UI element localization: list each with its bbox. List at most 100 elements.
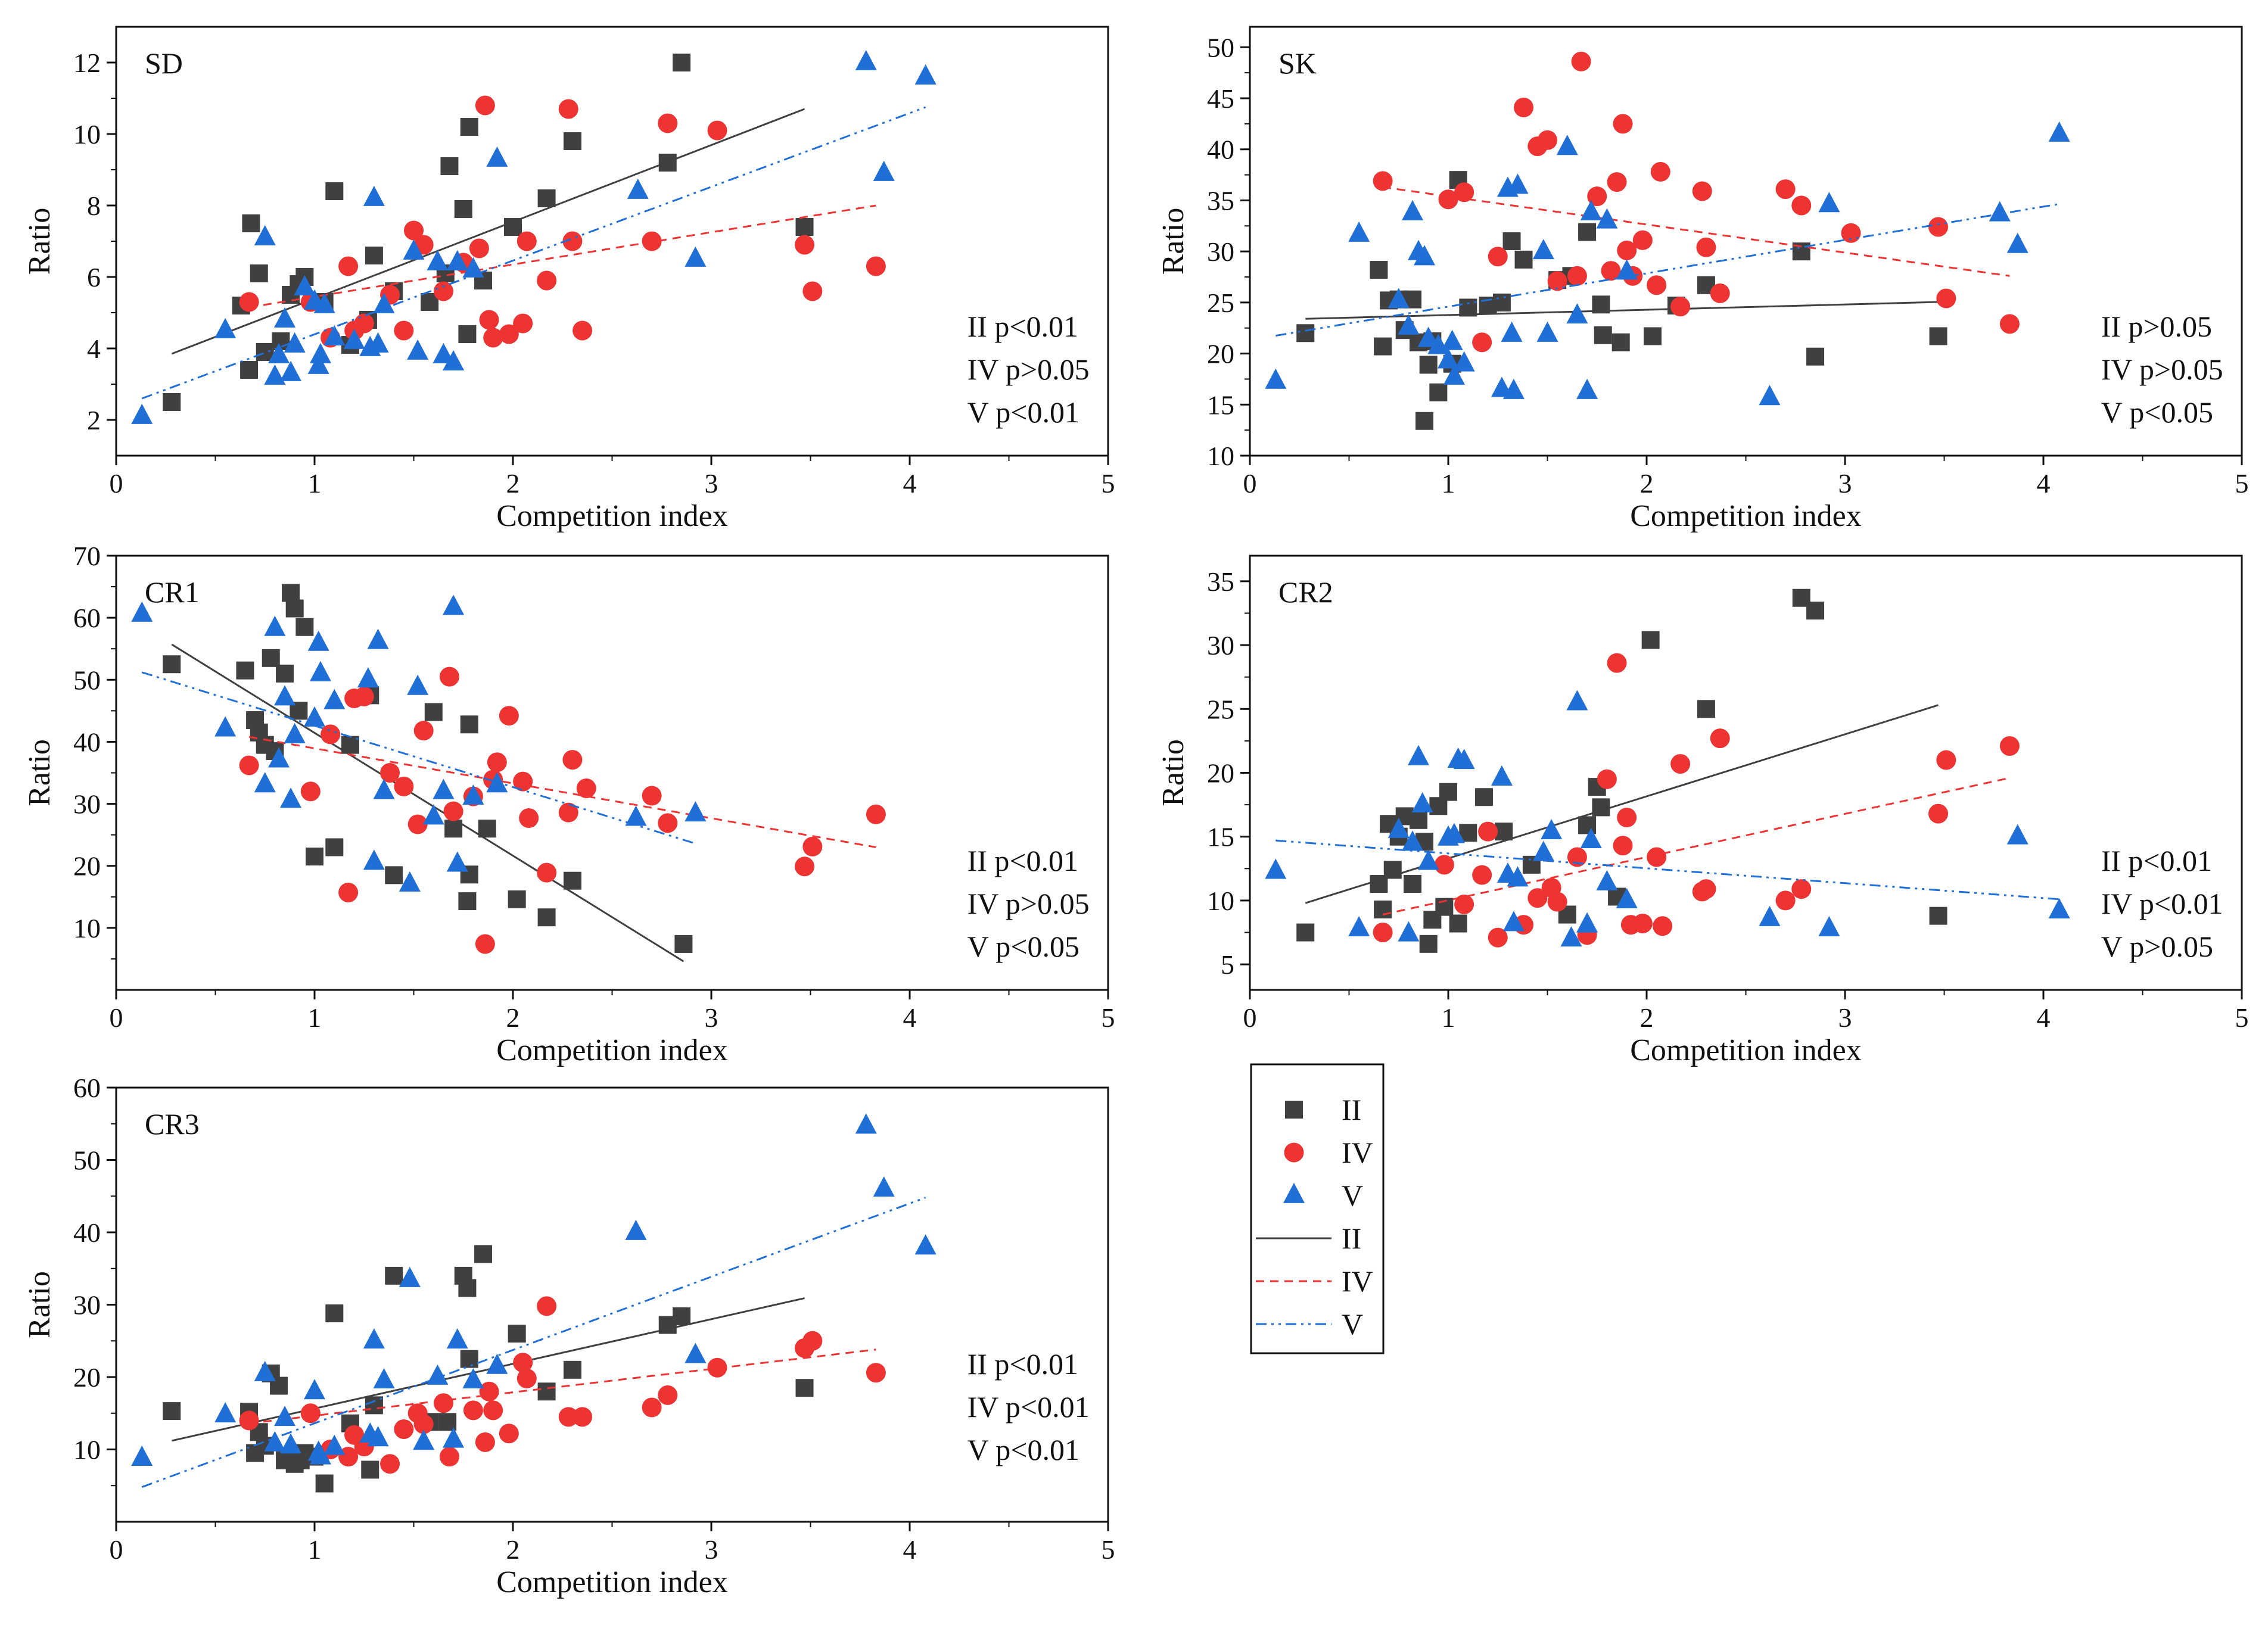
- fit-line-ii: [1305, 704, 1939, 904]
- x-tick-label: 0: [110, 468, 123, 499]
- data-point-v: [433, 778, 455, 799]
- x-axis-label: Competition index: [496, 499, 728, 533]
- data-point-iv: [1670, 753, 1691, 774]
- data-point-iv: [239, 1410, 259, 1431]
- x-tick-label: 3: [705, 1534, 718, 1565]
- data-point-iv: [1472, 865, 1492, 885]
- data-point-v: [627, 178, 649, 199]
- series-ii: [163, 1245, 814, 1493]
- data-point-iv: [802, 281, 823, 301]
- data-point-iv: [1373, 171, 1393, 191]
- data-point-v: [914, 1234, 937, 1255]
- data-point-ii: [458, 1279, 477, 1297]
- data-point-iv: [1373, 923, 1393, 943]
- y-axis-label: Ratio: [23, 739, 57, 806]
- data-point-iv: [1434, 855, 1454, 875]
- y-tick-label: 5: [1221, 949, 1234, 980]
- data-point-iv: [866, 804, 886, 824]
- data-point-iv: [394, 776, 414, 796]
- p-value-annotation: V p<0.05: [2101, 395, 2213, 429]
- data-point-iv: [1472, 332, 1492, 353]
- data-point-v: [373, 1368, 395, 1388]
- data-point-v: [1411, 792, 1433, 813]
- data-point-iv: [802, 1331, 823, 1351]
- data-point-ii: [460, 118, 478, 136]
- data-point-v: [1402, 200, 1424, 220]
- data-point-v: [443, 594, 465, 615]
- data-point-v: [486, 1353, 508, 1374]
- data-point-iv: [573, 320, 593, 341]
- data-point-ii: [1592, 798, 1610, 817]
- data-point-v: [1507, 173, 1529, 194]
- data-point-v: [1596, 208, 1618, 229]
- data-point-v: [1566, 303, 1588, 324]
- p-value-annotation: IV p<0.01: [967, 1390, 1090, 1424]
- data-point-iv: [1791, 879, 1812, 899]
- data-point-v: [1616, 259, 1638, 280]
- data-point-ii: [385, 1266, 403, 1285]
- data-point-v: [2006, 824, 2029, 845]
- p-value-annotation: IV p<0.01: [2101, 887, 2223, 920]
- data-point-iv: [1617, 808, 1637, 828]
- data-point-ii: [1697, 700, 1715, 718]
- data-point-v: [443, 1427, 465, 1448]
- data-point-iv: [499, 324, 519, 344]
- panel-cr3: 0 1 2 3 4 5 10 20 30 40 50 60 Competition index Ratio…: [23, 1073, 1115, 1599]
- data-point-iv: [1538, 130, 1557, 150]
- x-tick-label: 3: [705, 468, 718, 499]
- data-point-v: [1438, 348, 1459, 369]
- data-point-ii: [1374, 337, 1392, 356]
- legend-label: IV: [1342, 1136, 1373, 1169]
- data-point-iv: [463, 1400, 483, 1421]
- fit-line-ii: [171, 108, 805, 355]
- data-point-iv: [513, 1353, 533, 1373]
- data-point-ii: [1492, 293, 1511, 312]
- data-point-iv: [795, 235, 815, 255]
- data-point-iv: [475, 95, 495, 116]
- data-point-ii: [537, 908, 556, 927]
- y-tick-label: 20: [1207, 339, 1234, 369]
- data-point-ii: [236, 661, 254, 680]
- data-point-v: [373, 778, 395, 799]
- legend-marker-iv: [1284, 1142, 1304, 1163]
- data-point-iv: [1632, 230, 1653, 250]
- data-point-iv: [439, 666, 459, 687]
- data-point-ii: [1578, 816, 1597, 834]
- data-point-ii: [242, 214, 260, 232]
- data-point-v: [1576, 378, 1598, 399]
- data-point-v: [1580, 828, 1602, 849]
- panel-title: CR3: [145, 1107, 200, 1141]
- panel-cr1: 0 1 2 3 4 5 10 20 30 40 50 60 70 Competition index Rat…: [23, 541, 1115, 1067]
- y-axis-label: Ratio: [23, 1271, 57, 1338]
- data-point-v: [407, 674, 429, 695]
- x-tick-label: 1: [308, 1002, 322, 1033]
- data-point-iv: [1571, 51, 1591, 71]
- x-tick-label: 4: [903, 1534, 917, 1565]
- series-iv: [239, 95, 886, 348]
- x-axis-label: Competition index: [1630, 499, 1862, 533]
- data-point-iv: [443, 801, 463, 821]
- p-value-annotation: II p>0.05: [2101, 310, 2213, 343]
- data-point-iv: [866, 1363, 886, 1383]
- data-point-ii: [674, 935, 693, 953]
- data-point-v: [363, 1328, 385, 1349]
- data-point-ii: [365, 1396, 383, 1415]
- x-tick-label: 5: [2235, 1002, 2249, 1033]
- series-ii: [163, 584, 693, 963]
- data-point-v: [357, 667, 379, 688]
- data-point-iv: [407, 814, 428, 834]
- data-point-ii: [478, 820, 496, 838]
- data-point-iv: [537, 270, 557, 291]
- data-point-v: [323, 325, 346, 345]
- data-point-iv: [519, 808, 539, 828]
- fit-line-v: [1275, 203, 2059, 337]
- data-point-iv: [658, 813, 678, 833]
- data-point-ii: [1929, 907, 1947, 925]
- data-point-ii: [306, 848, 323, 866]
- data-point-v: [264, 1431, 286, 1452]
- fit-line-iv: [1382, 186, 2010, 277]
- x-tick-label: 2: [506, 468, 520, 499]
- data-point-iv: [404, 220, 424, 241]
- data-point-iv: [1710, 728, 1730, 749]
